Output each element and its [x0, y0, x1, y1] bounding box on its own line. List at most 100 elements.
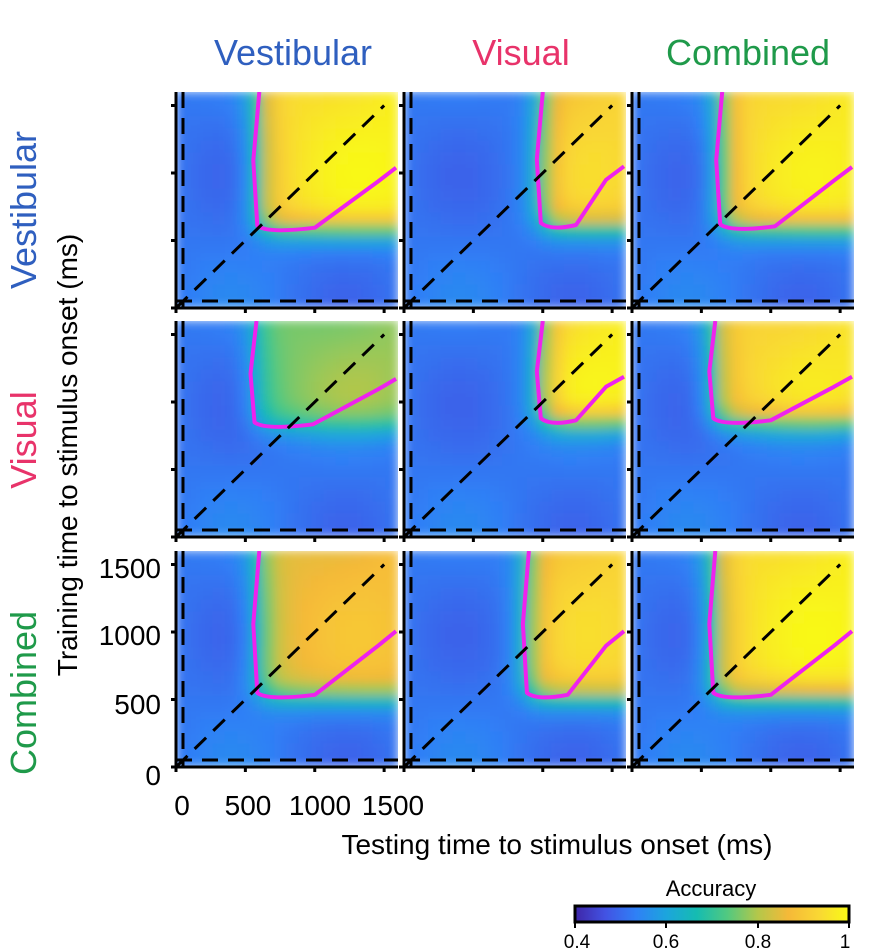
heatmap-cell: [286, 452, 300, 466]
heatmap-cell: [465, 283, 479, 297]
heatmap-cell: [311, 500, 325, 514]
heatmap-cell: [632, 464, 645, 478]
heatmap-cell: [767, 321, 781, 334]
heatmap-cell: [693, 247, 707, 261]
heatmap-cell: [404, 718, 417, 732]
heatmap-cell: [828, 211, 843, 225]
heatmap-cell: [212, 524, 226, 537]
heatmap-cell: [804, 464, 818, 478]
heatmap-cell: [372, 103, 387, 117]
heatmap-cell: [693, 259, 707, 273]
heatmap-cell: [372, 428, 387, 442]
heatmap-cell: [440, 634, 454, 648]
heatmap-cell: [791, 500, 806, 514]
heatmap-cell: [311, 404, 325, 418]
heatmap-cell: [465, 92, 479, 105]
heatmap-cell: [440, 199, 454, 213]
heatmap-cell: [613, 175, 626, 189]
heatmap-cell: [200, 175, 214, 189]
heatmap-cell: [563, 670, 578, 684]
heatmap-cell: [372, 440, 387, 454]
heatmap-cell: [187, 730, 202, 744]
heatmap-cell: [551, 332, 565, 346]
heatmap-cell: [705, 512, 719, 526]
heatmap-cell: [335, 163, 350, 177]
heatmap-cell: [600, 670, 615, 684]
heatmap-cell: [643, 259, 658, 273]
heatmap-cell: [754, 368, 769, 382]
heatmap-cell: [348, 562, 362, 576]
heatmap-cell: [730, 574, 744, 588]
heatmap-cell: [249, 428, 263, 442]
heatmap-cell: [502, 332, 516, 346]
heatmap-cell: [526, 271, 541, 285]
heatmap-cell: [576, 742, 590, 756]
heatmap-cell: [200, 92, 214, 105]
heatmap-cell: [323, 115, 337, 129]
heatmap-cell: [311, 139, 325, 153]
heatmap-cell: [804, 163, 818, 177]
heatmap-cell: [187, 706, 202, 720]
heatmap-cell: [323, 694, 337, 708]
heatmap-cell: [514, 706, 528, 720]
heatmap-cell: [200, 670, 214, 684]
heatmap-cell: [742, 658, 756, 672]
heatmap-cell: [237, 404, 251, 418]
heatmap-cell: [563, 512, 578, 526]
heatmap-cell: [680, 610, 695, 624]
heatmap-cell: [828, 622, 843, 636]
heatmap-cell: [563, 562, 578, 576]
heatmap-cell: [452, 634, 467, 648]
heatmap-cell: [385, 139, 398, 153]
heatmap-cell: [274, 344, 288, 358]
heatmap-cell: [465, 574, 479, 588]
heatmap-cell: [754, 464, 769, 478]
heatmap-cell: [668, 634, 682, 648]
heatmap-cell: [176, 332, 189, 346]
heatmap-cell: [372, 694, 387, 708]
heatmap-cell: [588, 175, 602, 189]
heatmap-cell: [274, 562, 288, 576]
heatmap-cell: [286, 211, 300, 225]
heatmap-cell: [415, 574, 430, 588]
heatmap-cell: [791, 682, 806, 696]
heatmap-cell: [576, 452, 590, 466]
heatmap-cell: [539, 259, 553, 273]
heatmap-cell: [816, 512, 830, 526]
heatmap-cell: [742, 598, 756, 612]
heatmap-cell: [717, 332, 732, 346]
heatmap-cell: [656, 404, 670, 418]
heatmap-cell: [335, 476, 350, 490]
heatmap-cell: [323, 127, 337, 141]
heatmap-cell: [551, 551, 565, 564]
heatmap-cell: [274, 247, 288, 261]
heatmap-cell: [286, 730, 300, 744]
heatmap-cell: [668, 416, 682, 430]
heatmap-cell: [348, 416, 362, 430]
heatmap-cell: [311, 488, 325, 502]
heatmap-cell: [791, 622, 806, 636]
heatmap-cell: [323, 163, 337, 177]
heatmap-cell: [502, 380, 516, 394]
heatmap-cell: [680, 332, 695, 346]
heatmap-cell: [730, 440, 744, 454]
heatmap-cell: [563, 175, 578, 189]
significance-contour: [534, 321, 625, 425]
heatmap-cell: [385, 428, 398, 442]
heatmap-cell: [360, 682, 374, 696]
heatmap-cell: [323, 634, 337, 648]
heatmap-cell: [360, 211, 374, 225]
heatmap-cell: [514, 694, 528, 708]
heatmap-cell: [588, 163, 602, 177]
heatmap-cell: [477, 368, 491, 382]
heatmap-cell: [767, 235, 781, 249]
heatmap-cell: [767, 380, 781, 394]
heatmap-cell: [428, 512, 442, 526]
heatmap-cell: [551, 271, 565, 285]
heatmap-cell: [440, 658, 454, 672]
heatmap-cell: [563, 718, 578, 732]
significance-contour: [248, 321, 398, 429]
heatmap-cell: [187, 658, 202, 672]
heatmap-cell: [804, 706, 818, 720]
heatmap-cell: [656, 344, 670, 358]
